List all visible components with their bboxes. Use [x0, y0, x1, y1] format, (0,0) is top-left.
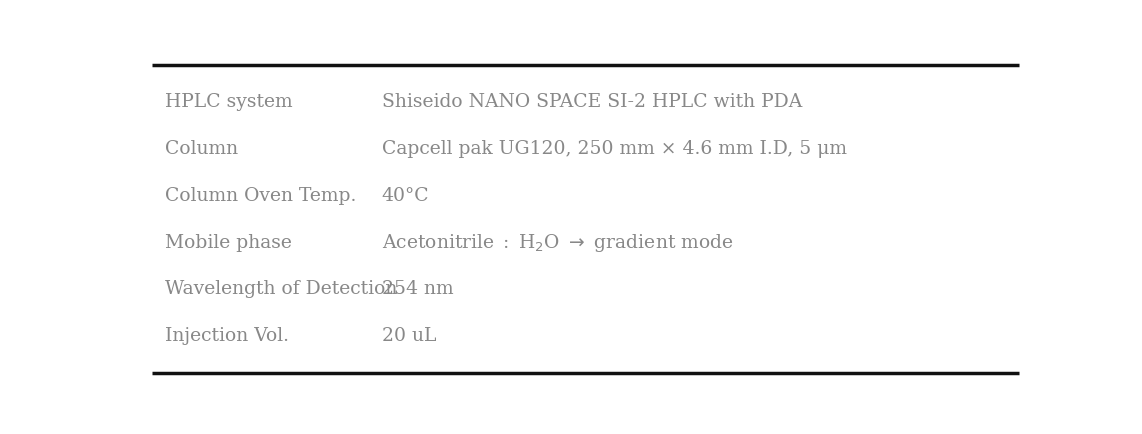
Text: Column Oven Temp.: Column Oven Temp. [164, 187, 356, 205]
Text: 20 uL: 20 uL [381, 327, 436, 345]
Text: HPLC system: HPLC system [164, 93, 292, 111]
Text: 254 nm: 254 nm [381, 280, 453, 298]
Text: Capcell pak UG120, 250 mm × 4.6 mm I.D, 5 μm: Capcell pak UG120, 250 mm × 4.6 mm I.D, … [381, 140, 846, 158]
Text: Wavelength of Detection: Wavelength of Detection [164, 280, 397, 298]
Text: 40°C: 40°C [381, 187, 429, 205]
Text: Shiseido NANO SPACE SI-2 HPLC with PDA: Shiseido NANO SPACE SI-2 HPLC with PDA [381, 93, 802, 111]
Text: Injection Vol.: Injection Vol. [164, 327, 289, 345]
Text: Mobile phase: Mobile phase [164, 233, 291, 252]
Text: Column: Column [164, 140, 238, 158]
Text: Acetonitrile $\,$:$\,$ H$_2$O $\rightarrow$ gradient mode: Acetonitrile $\,$:$\,$ H$_2$O $\rightarr… [381, 232, 733, 253]
